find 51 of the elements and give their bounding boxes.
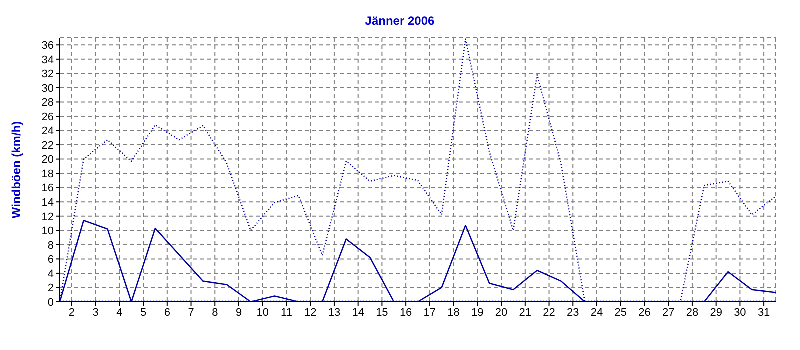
y-tick-label: 16 (42, 182, 54, 195)
y-tick-label: 34 (42, 54, 54, 66)
x-tick-label: 13 (328, 306, 341, 319)
y-tick-label: 18 (42, 168, 54, 180)
y-tick-label: 36 (42, 40, 54, 52)
x-tick-label: 31 (758, 306, 770, 319)
x-tick-label: 18 (448, 306, 460, 319)
chart-title: Jänner 2006 (364, 14, 436, 28)
x-tick-label: 6 (164, 306, 170, 319)
x-tick-label: 8 (212, 306, 218, 319)
y-tick-label: 4 (48, 268, 54, 280)
x-tick-label: 3 (92, 306, 99, 319)
y-tick-label: 32 (42, 68, 54, 81)
x-tick-label: 28 (686, 306, 699, 319)
x-tick-label: 22 (543, 306, 556, 319)
x-tick-label: 16 (400, 306, 412, 319)
x-tick-label: 10 (256, 306, 269, 319)
x-tick-label: 5 (140, 306, 147, 319)
x-tick-label: 21 (519, 306, 532, 319)
y-tick-label: 24 (42, 126, 54, 138)
x-tick-label: 7 (188, 306, 194, 319)
x-tick-label: 25 (614, 306, 627, 319)
x-tick-label: 15 (376, 306, 388, 319)
y-tick-label: 0 (48, 296, 54, 309)
x-tick-label: 27 (662, 306, 675, 319)
x-tick-label: 14 (352, 306, 364, 319)
y-tick-label: 22 (42, 140, 54, 152)
x-tick-label: 17 (424, 306, 436, 319)
y-tick-label: 30 (42, 82, 54, 95)
y-tick-label: 2 (48, 282, 54, 295)
y-tick-label: 8 (48, 240, 54, 252)
x-tick-label: 4 (116, 306, 123, 319)
x-tick-label: 9 (236, 306, 242, 319)
y-tick-label: 28 (42, 97, 54, 110)
x-tick-label: 29 (710, 306, 722, 319)
y-axis-title: Windböen (km/h) (9, 121, 24, 219)
x-tick-label: 19 (472, 306, 484, 319)
y-tick-label: 20 (42, 154, 54, 166)
x-tick-label: 20 (495, 306, 508, 319)
x-tick-label: 2 (68, 306, 75, 319)
y-tick-label: 6 (48, 254, 54, 266)
x-tick-label: 11 (281, 306, 292, 319)
x-tick-label: 26 (638, 306, 651, 319)
y-tick-label: 14 (42, 197, 54, 210)
x-tick-label: 24 (590, 306, 604, 319)
y-tick-label: 26 (42, 111, 54, 124)
y-tick-label: 12 (42, 211, 54, 224)
x-tick-label: 12 (304, 306, 317, 319)
x-tick-label: 23 (567, 306, 580, 319)
y-tick-label: 10 (42, 226, 54, 238)
x-tick-label: 30 (734, 306, 746, 319)
